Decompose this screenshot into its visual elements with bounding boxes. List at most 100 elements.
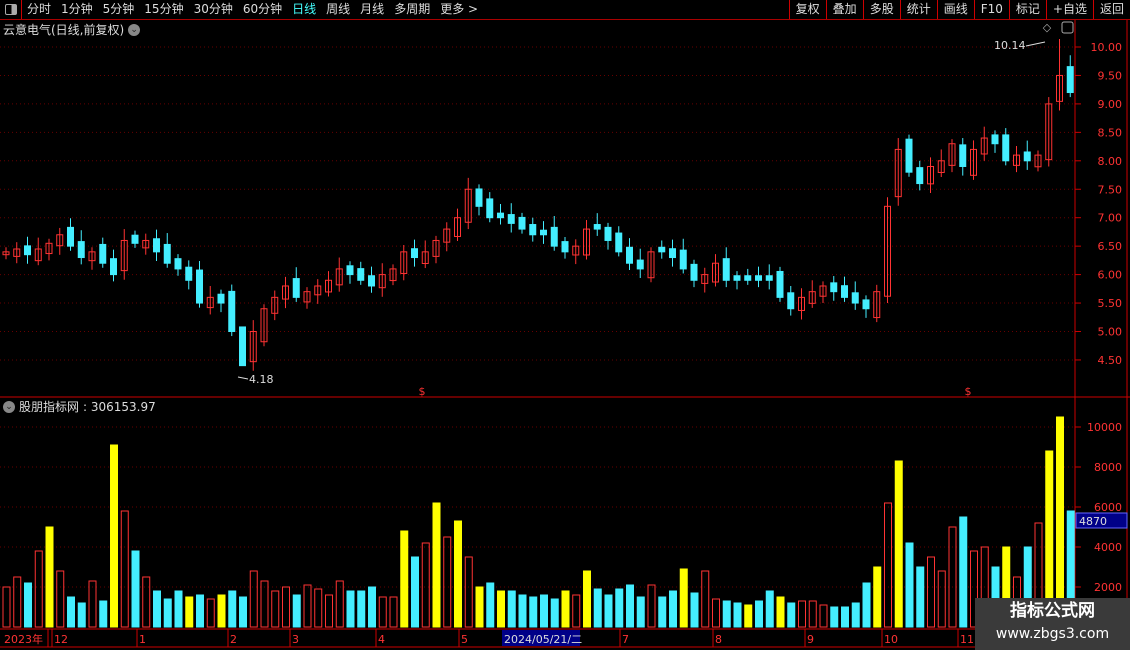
candle-body [894,148,902,198]
candle-body [13,248,21,257]
volume-bar [916,566,925,628]
price-tick-label: 9.00 [1098,98,1123,111]
volume-bar [292,594,301,628]
candle-body [475,188,483,207]
volume-bar [464,556,473,628]
toolbar-button[interactable]: 画线 [936,0,974,19]
candle-body [959,144,967,167]
date-label: 10 [884,633,898,646]
volume-bar [819,604,828,628]
volume-bar [615,588,624,628]
toolbar-button[interactable]: 复权 [788,0,826,19]
period-tab[interactable]: 5分钟 [102,2,135,16]
volume-bar [658,596,667,628]
date-cursor-box [502,630,580,646]
candle-body [228,290,236,332]
volume-bar [2,586,11,628]
candle-body [873,291,881,319]
period-tab[interactable]: 30分钟 [193,2,233,16]
price-tick-label: 5.50 [1098,297,1123,310]
chevron-down-icon[interactable]: ⌄ [3,400,15,413]
toolbar-button[interactable]: F10 [973,0,1009,19]
candle-body [669,248,676,259]
candle-body [271,296,279,314]
toolbar-button[interactable]: 标记 [1008,0,1046,19]
candle-body [110,258,117,276]
period-tab[interactable]: 1分钟 [61,2,93,16]
candle-body [701,274,709,284]
toolbar-button[interactable]: +自选 [1045,0,1093,19]
volume-bar [873,566,882,628]
volume-bar [755,600,763,628]
volume-bar [206,598,215,628]
volume-bar [335,580,344,628]
volume-bar [282,586,290,628]
date-label: 7 [622,633,629,646]
candle-body [282,285,289,300]
volume-bar [368,586,376,628]
volume-bar [228,590,237,628]
high-arrow [1025,41,1046,47]
candle-body [970,148,977,176]
volume-bar [249,570,258,628]
volume-bar [196,594,204,628]
indicator-name: 股朋指标网 [19,400,80,414]
candle-body [1023,151,1031,162]
period-tab[interactable]: 60分钟 [242,2,283,16]
volume-bar [314,588,323,628]
volume-bar [841,606,849,628]
date-label: 12 [54,633,68,646]
panel-icon [1061,21,1074,34]
period-tab[interactable]: 分时 [27,2,52,16]
stock-title[interactable]: 云意电气(日线,前复权) ⌄ [3,21,141,38]
volume-bar [325,594,333,628]
candle-body [733,275,741,281]
volume-bar [798,600,806,628]
volume-bar [927,556,935,628]
candle-body [626,246,633,264]
volume-bar [99,600,108,628]
candle-body [658,246,666,253]
volume-bar [518,594,527,628]
toolbar-button[interactable]: 叠加 [825,0,863,19]
date-label: 1 [139,633,146,646]
period-tab[interactable]: 月线 [360,2,385,16]
candle-body [507,214,515,224]
candle-body [679,249,687,270]
period-tab[interactable]: 更多 > [440,2,479,16]
candle-body [45,242,53,255]
candle-body [615,232,623,253]
volume-bar [765,590,774,628]
volume-cursor-box [1075,512,1128,529]
candle-body [378,274,386,289]
volume-bar [142,576,151,628]
volume-bar [679,568,688,628]
indicator-title[interactable]: ⌄ 股朋指标网: 306153.97 [3,398,156,415]
volume-bar [744,604,753,628]
candle-body [99,243,107,264]
candle-body [905,138,913,173]
chevron-down-icon[interactable]: ⌄ [128,23,141,36]
date-label: 8 [715,633,722,646]
volume-bar [239,596,247,628]
date-label: 2 [230,633,237,646]
volume-bar [733,602,742,628]
candle-body [2,251,10,256]
volume-bar [937,570,946,628]
volume-cursor-value: 4870 [1079,515,1107,528]
volume-bar [959,516,968,628]
period-tab[interactable]: 日线 [292,2,317,16]
toolbar-button[interactable]: 返回 [1092,0,1130,19]
period-tab[interactable]: 周线 [326,2,351,16]
volume-bar [712,598,720,628]
period-tab[interactable]: 15分钟 [144,2,184,16]
volume-tick-label: 2000 [1094,581,1122,594]
panel-toggle-button[interactable] [0,0,22,19]
period-tab[interactable]: 多周期 [394,2,431,16]
volume-bar [77,602,86,628]
candle-body [239,326,246,367]
toolbar-button[interactable]: 统计 [899,0,937,19]
toolbar-button[interactable]: 多股 [862,0,900,19]
candle-body [292,278,300,298]
